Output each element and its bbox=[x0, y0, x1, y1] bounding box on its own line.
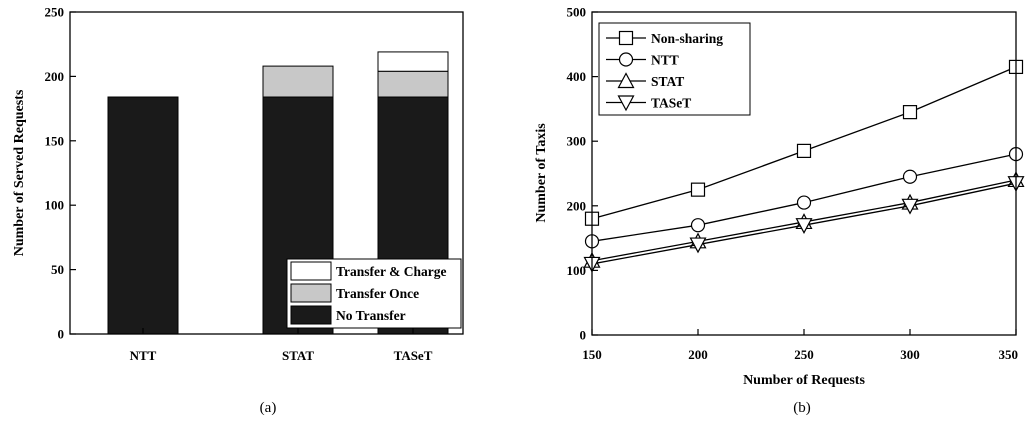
b-x-tick-label: 150 bbox=[582, 347, 602, 362]
a-legend-swatch bbox=[290, 261, 332, 281]
b-x-tick-label: 250 bbox=[794, 347, 814, 362]
bar-stat-transfer-once bbox=[262, 65, 334, 98]
point-non-sharing bbox=[902, 105, 918, 120]
b-series bbox=[583, 59, 1025, 273]
point-taset bbox=[795, 218, 813, 234]
b-y-tick-label: 400 bbox=[567, 69, 587, 84]
bar-taset-transfer-once bbox=[377, 70, 449, 98]
b-legend-marker bbox=[618, 30, 634, 46]
a-y-tick-label: 200 bbox=[45, 69, 65, 84]
a-legend-swatch bbox=[290, 283, 332, 303]
a-x-tick-label: TASeT bbox=[394, 348, 433, 363]
a-legend-label: No Transfer bbox=[336, 308, 406, 323]
b-y-axis-label: Number of Taxis bbox=[534, 123, 549, 223]
b-legend: Non-sharing NTT STAT TASeT bbox=[598, 22, 751, 116]
b-y-tick-label: 300 bbox=[567, 134, 587, 149]
b-x-tick-label: 350 bbox=[999, 347, 1019, 362]
b-x-tick-label: 200 bbox=[688, 347, 708, 362]
a-plot-frame bbox=[69, 11, 464, 335]
point-taset bbox=[689, 237, 707, 254]
a-legend: Transfer & Charge Transfer Once No Transfe… bbox=[286, 258, 462, 329]
b-y-tick-label: 500 bbox=[567, 5, 587, 20]
bar-taset-transfer-charge bbox=[377, 51, 449, 72]
point-non-sharing bbox=[796, 143, 812, 158]
a-x-tick-label: STAT bbox=[282, 348, 314, 363]
b-legend-marker bbox=[617, 95, 635, 112]
a-caption: (a) bbox=[260, 400, 277, 416]
a-y-tick-label: 50 bbox=[51, 262, 64, 277]
chart-a: 0 50 100 150 200 250 NTT STAT TASeT Number of S… bbox=[12, 5, 464, 416]
chart-b: 0 100 200 300 400 500 150 200 250 300 350 Number … bbox=[534, 5, 1025, 416]
b-legend-marker bbox=[618, 52, 634, 67]
b-legend-marker bbox=[617, 72, 635, 89]
a-y-tick-label: 0 bbox=[58, 327, 65, 342]
bar-ntt-no-transfer bbox=[107, 96, 179, 335]
a-y-tick-label: 250 bbox=[45, 5, 65, 20]
a-legend-label: Transfer Once bbox=[336, 286, 419, 301]
a-y-tick-label: 150 bbox=[45, 133, 65, 148]
b-x-ticks: 150 200 250 300 350 bbox=[582, 329, 1018, 362]
b-y-ticks: 0 100 200 300 400 500 bbox=[567, 5, 598, 343]
b-legend-label: STAT bbox=[651, 74, 684, 89]
b-y-tick-label: 100 bbox=[567, 263, 587, 278]
b-caption: (b) bbox=[793, 400, 811, 416]
point-non-sharing bbox=[690, 182, 706, 197]
a-legend-swatch bbox=[290, 305, 332, 325]
b-y-tick-label: 0 bbox=[580, 328, 587, 343]
a-x-tick-label: NTT bbox=[130, 348, 157, 363]
b-legend-label: NTT bbox=[651, 53, 679, 68]
a-x-ticks: NTT STAT TASeT bbox=[130, 328, 433, 363]
point-taset bbox=[901, 198, 919, 215]
b-legend-label: Non-sharing bbox=[651, 31, 723, 46]
a-y-ticks: 0 50 100 150 200 250 bbox=[45, 5, 76, 342]
b-y-tick-label: 200 bbox=[567, 198, 587, 213]
a-legend-label: Transfer & Charge bbox=[336, 264, 446, 279]
b-x-tick-label: 300 bbox=[900, 347, 920, 362]
b-legend-label: TASeT bbox=[651, 96, 691, 111]
b-x-axis-label: Number of Requests bbox=[743, 373, 865, 388]
point-ntt bbox=[690, 218, 706, 233]
a-y-axis-label: Number of Served Requests bbox=[12, 89, 27, 256]
point-ntt bbox=[902, 169, 918, 184]
a-y-tick-label: 100 bbox=[45, 198, 65, 213]
point-ntt bbox=[796, 195, 812, 210]
